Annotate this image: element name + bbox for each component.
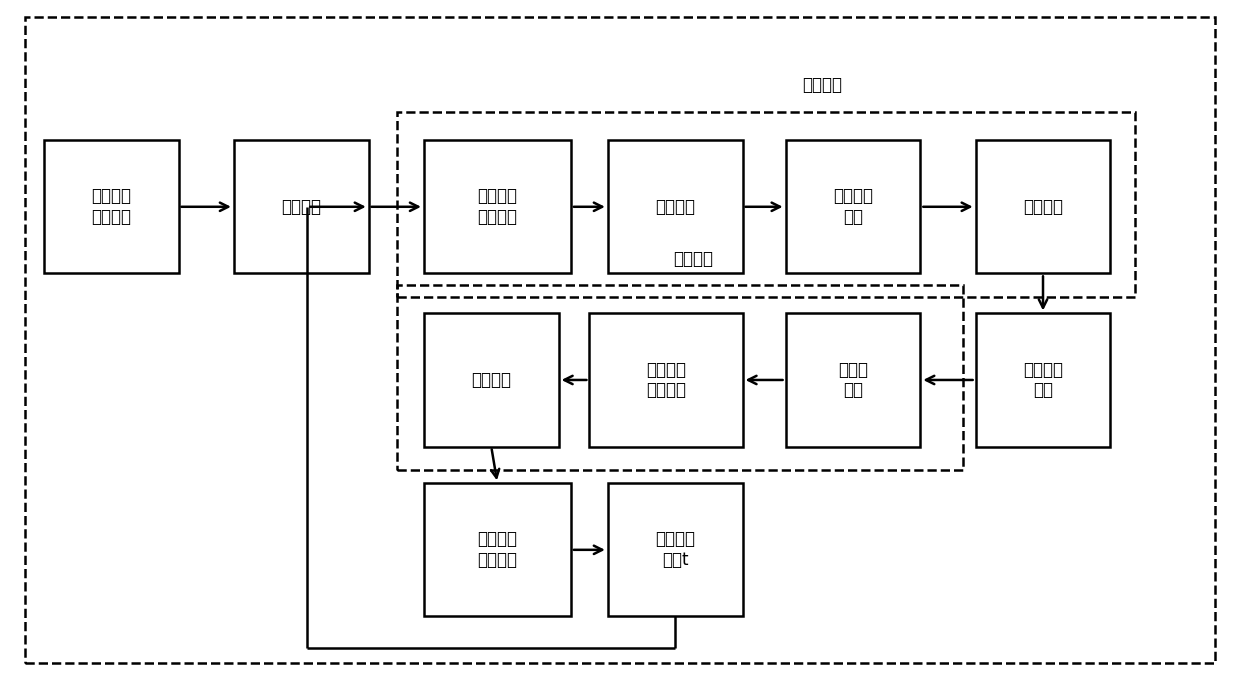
Text: 降雨衰减: 降雨衰减 bbox=[1023, 198, 1063, 216]
Text: 参数配置: 参数配置 bbox=[281, 198, 321, 216]
Bar bbox=[785, 313, 920, 447]
Bar bbox=[424, 313, 559, 447]
Bar bbox=[785, 140, 920, 273]
Bar bbox=[589, 313, 743, 447]
Bar bbox=[424, 483, 570, 617]
Text: 更新时间
参数t: 更新时间 参数t bbox=[655, 530, 696, 569]
Bar bbox=[397, 112, 1135, 296]
Text: 分子吸收
损耗: 分子吸收 损耗 bbox=[833, 188, 873, 226]
Bar bbox=[976, 140, 1111, 273]
Text: 生成信号
冲击函数: 生成信号 冲击函数 bbox=[477, 530, 517, 569]
Text: 传输相移: 传输相移 bbox=[673, 250, 713, 268]
Text: 空天地一
体化通信: 空天地一 体化通信 bbox=[92, 188, 131, 226]
Text: 自由空间
传播损耗: 自由空间 传播损耗 bbox=[477, 188, 517, 226]
Text: 多普勒
频移: 多普勒 频移 bbox=[838, 360, 868, 399]
Text: 云雾衰减: 云雾衰减 bbox=[655, 198, 696, 216]
Bar bbox=[608, 483, 743, 617]
Bar bbox=[424, 140, 570, 273]
Bar bbox=[976, 313, 1111, 447]
Bar bbox=[608, 140, 743, 273]
Bar bbox=[43, 140, 179, 273]
Bar bbox=[397, 285, 963, 470]
Text: 随机相位: 随机相位 bbox=[471, 371, 511, 389]
Text: 多普勒频
移变化率: 多普勒频 移变化率 bbox=[646, 360, 686, 399]
Text: 传输损耗: 传输损耗 bbox=[802, 75, 842, 94]
Text: 信道传输
时延: 信道传输 时延 bbox=[1023, 360, 1063, 399]
Bar bbox=[234, 140, 368, 273]
